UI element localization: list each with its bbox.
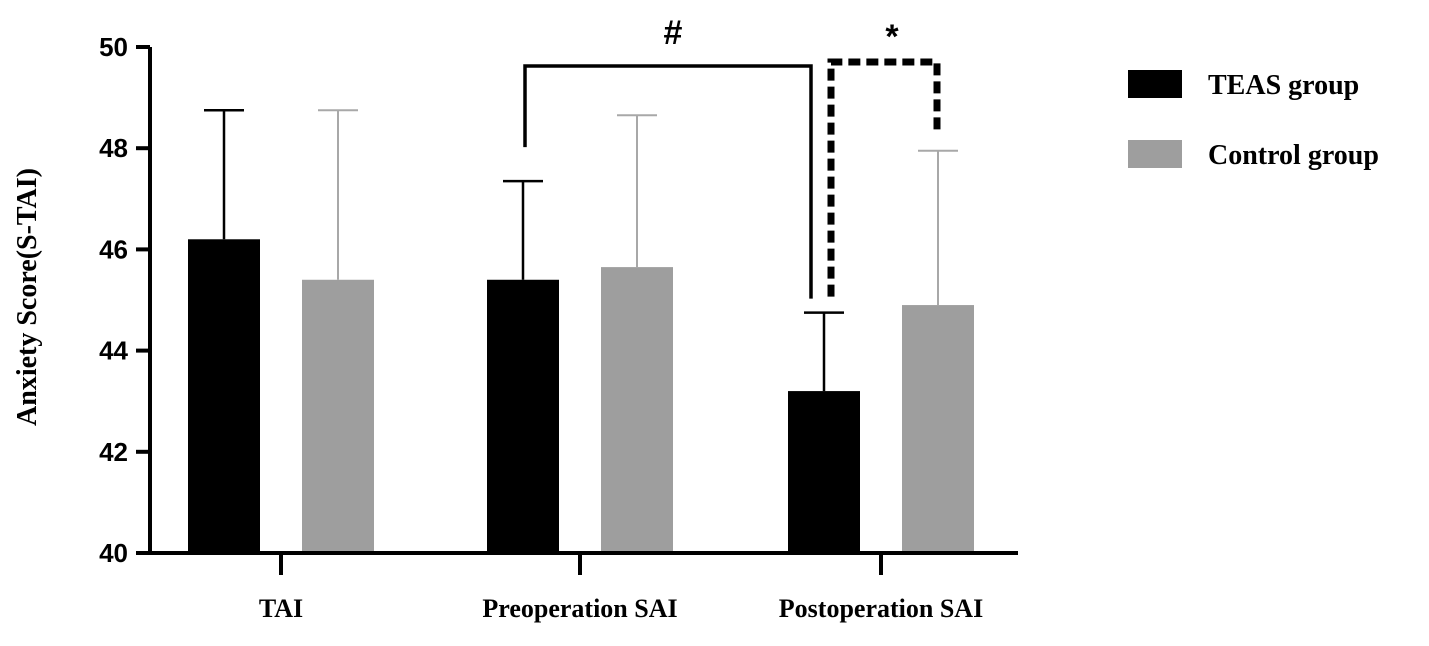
bar-control-2 [902,305,974,553]
legend-label-control: Control group [1208,140,1379,171]
x-tick-label-1: Preoperation SAI [482,594,677,623]
bar-control-1 [601,267,673,553]
error-bar-control-0 [318,109,358,280]
y-tick-label-0: 40 [99,538,128,568]
significance-label-1: * [885,18,899,56]
significance-label-0: # [664,14,683,52]
y-tick-label-2: 44 [99,336,128,366]
x-tick-label-0: TAI [259,594,303,623]
error-bar-teas-0 [204,109,244,240]
bar-teas-2 [788,391,860,553]
significance-annotations: # * [523,14,941,299]
bar-control-0 [302,279,374,553]
bars [188,239,974,553]
legend-swatch-control [1128,140,1182,168]
significance-bracket-0: # [523,14,813,299]
bar-teas-1 [487,279,559,553]
y-tick-label-5: 50 [99,32,128,62]
x-tick-label-2: Postoperation SAI [779,594,983,623]
y-tick-label-4: 48 [99,133,128,163]
error-bar-teas-1 [503,179,543,280]
legend-swatch-teas [1128,70,1182,98]
error-bar-teas-2 [804,311,844,392]
axes: 40 42 44 46 48 50 TAI Preoperation SAI Postopera… [99,32,1018,623]
y-tick-label-1: 42 [99,437,128,467]
error-bars [204,109,958,392]
legend: TEAS group Control group [1128,70,1379,171]
error-bar-control-2 [918,149,958,306]
error-bar-control-1 [617,114,657,268]
significance-bracket-1: * [827,18,941,297]
y-axis-title: Anxiety Score(S-TAI) [12,168,43,426]
legend-label-teas: TEAS group [1208,70,1359,101]
y-tick-label-3: 46 [99,234,128,264]
bar-teas-0 [188,239,260,553]
